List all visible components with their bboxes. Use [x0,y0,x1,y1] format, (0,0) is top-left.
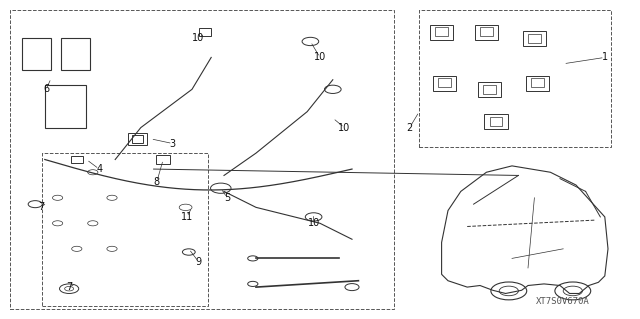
Text: 10: 10 [192,33,205,43]
Bar [199,28,211,36]
Bar [128,133,147,145]
Text: 8: 8 [154,177,160,187]
Text: 11: 11 [180,212,193,222]
Text: 10: 10 [314,52,326,63]
Text: 10: 10 [307,218,320,228]
Text: 1: 1 [602,52,608,63]
Bar [71,156,83,163]
Text: XT7S0V670A: XT7S0V670A [536,297,590,306]
Bar [132,135,143,143]
Text: 7: 7 [66,282,72,292]
Text: 6: 6 [43,84,49,94]
Text: 5: 5 [224,193,230,203]
Bar [156,155,170,164]
Text: 3: 3 [170,138,176,149]
Text: 2: 2 [406,122,413,133]
Text: 7: 7 [38,202,45,212]
Text: 10: 10 [338,122,351,133]
Text: 9: 9 [195,256,202,267]
Text: 4: 4 [96,164,102,174]
